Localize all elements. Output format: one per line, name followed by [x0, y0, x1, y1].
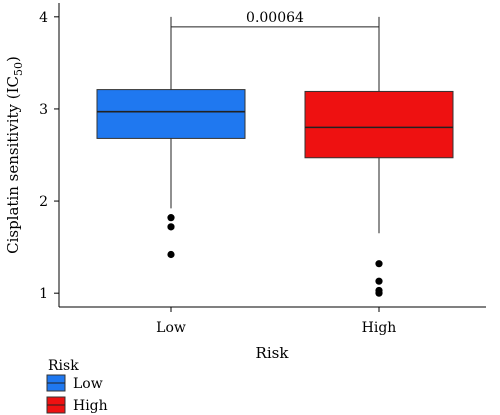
- y-tick-label: 4: [39, 10, 48, 26]
- boxplot-series: [96, 16, 454, 297]
- p-value-label: 0.00064: [246, 10, 304, 26]
- x-axis-ticks: Low High: [156, 307, 396, 336]
- legend: Risk Low High: [46, 358, 108, 414]
- significance-bracket: 0.00064: [170, 10, 380, 37]
- box-low: [96, 16, 246, 259]
- iqr-box: [96, 89, 246, 139]
- y-axis-title: Cisplatin sensitivity (IC50): [4, 56, 25, 254]
- outlier-point: [375, 289, 383, 297]
- outlier-point: [375, 277, 383, 285]
- x-axis-title: Risk: [256, 344, 290, 362]
- legend-label-high: High: [73, 398, 108, 414]
- outlier-point: [375, 260, 383, 268]
- iqr-box: [304, 90, 454, 159]
- x-tick-label: High: [362, 320, 397, 336]
- outlier-point: [167, 214, 175, 222]
- x-tick-label: Low: [156, 320, 186, 336]
- legend-label-low: Low: [73, 376, 103, 392]
- box-high: [304, 16, 454, 297]
- y-tick-label: 3: [39, 102, 48, 118]
- outlier-point: [167, 250, 175, 259]
- y-tick-label: 2: [39, 194, 48, 210]
- y-tick-label: 1: [39, 286, 48, 302]
- y-axis-ticks: 1 2 3 4: [39, 10, 59, 302]
- legend-title: Risk: [48, 358, 79, 374]
- outlier-point: [167, 223, 175, 231]
